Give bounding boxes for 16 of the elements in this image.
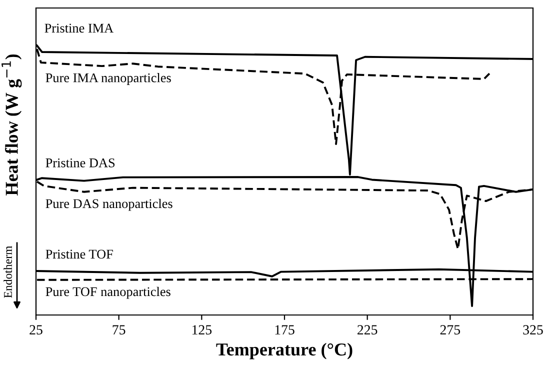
x-tick-label: 225 [358,325,378,334]
x-tick-label: 275 [440,325,460,334]
series-label: Pristine IMA [44,24,114,33]
x-axis-title: Temperature (°C) [216,342,352,360]
x-tick-label: 175 [275,325,294,334]
x-tick-label: 125 [192,325,212,334]
y-axis-title: Heat flow (W g$^{−1}$) [2,54,22,196]
series-label: Pure DAS nanoparticles [46,198,172,211]
series-label: Pure IMA nanoparticles [46,72,171,85]
text: Endotherm [4,246,12,298]
series-label: Pure TOF nanoparticles [46,286,170,299]
x-tick-label: 325 [523,325,543,334]
series-label: Pristine TOF [46,250,113,259]
x-tick-label: 75 [112,325,126,334]
series-label: Pristine DAS [46,158,115,168]
x-tick-label: 25 [30,325,42,334]
